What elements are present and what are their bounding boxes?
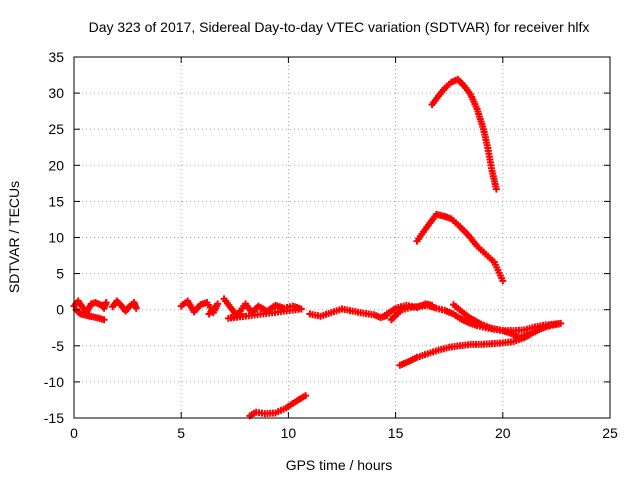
data-point	[428, 301, 436, 309]
y-tick-label: 30	[48, 85, 64, 101]
y-tick-label: 25	[48, 121, 64, 137]
x-tick-label: 20	[495, 425, 511, 441]
data-series	[70, 75, 565, 420]
y-tick-label: -15	[44, 410, 64, 426]
chart-title: Day 323 of 2017, Sidereal Day-to-day VTE…	[89, 19, 590, 35]
data-point	[492, 185, 500, 193]
x-tick-label: 0	[70, 425, 78, 441]
y-tick-label: 0	[56, 302, 64, 318]
series-arc-m	[428, 75, 500, 193]
y-axis-label: SDTVAR / TECUs	[6, 181, 22, 293]
series-arc-f	[246, 392, 310, 420]
data-point	[302, 392, 310, 400]
series-arc-e	[220, 295, 305, 322]
series-arc-c	[109, 297, 140, 315]
data-point	[100, 316, 108, 324]
y-tick-label: -10	[44, 374, 64, 390]
x-axis-label: GPS time / hours	[286, 457, 393, 473]
data-point	[499, 277, 507, 285]
series-arc-i	[381, 300, 436, 319]
axis-ticks: 0 5 10 15 20 25 -15 -10 -5 0 5 10 15 20 25 30 35	[44, 49, 618, 441]
y-tick-label: 10	[48, 230, 64, 246]
x-tick-label: 10	[281, 425, 297, 441]
y-tick-label: 20	[48, 157, 64, 173]
series-arc-d	[177, 297, 222, 318]
series-arc-k	[449, 301, 565, 335]
x-tick-label: 5	[177, 425, 185, 441]
y-tick-label: 5	[56, 266, 64, 282]
y-tick-label: -5	[52, 338, 65, 354]
series-arc-l	[413, 210, 507, 285]
x-tick-label: 25	[602, 425, 618, 441]
data-point	[557, 319, 565, 327]
y-tick-label: 35	[48, 49, 64, 65]
data-point	[102, 298, 110, 306]
series-arc-a	[70, 297, 110, 316]
data-point	[205, 310, 213, 318]
x-tick-label: 15	[388, 425, 404, 441]
data-point	[237, 310, 245, 318]
series-arc-b	[72, 306, 108, 324]
data-point	[132, 304, 140, 312]
y-tick-label: 15	[48, 193, 64, 209]
plot-frame	[73, 56, 611, 419]
